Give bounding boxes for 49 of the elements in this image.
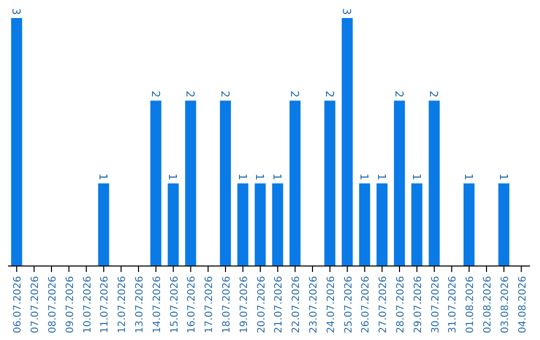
x-tick-label: 07.07.2026 [30, 276, 42, 334]
x-tick-label: 29.07.2026 [412, 276, 424, 334]
x-tick-label: 10.07.2026 [82, 276, 94, 334]
x-tick-label: 28.07.2026 [396, 276, 406, 334]
x-tick-label: 08.07.2026 [48, 276, 58, 334]
x-tick-label: 04.08.2026 [517, 276, 528, 334]
data-label: 1 [375, 173, 388, 180]
x-tick-label: 15.07.2026 [169, 276, 180, 334]
x-tick-label: 14.07.2026 [152, 276, 163, 334]
data-label: 2 [427, 90, 440, 98]
x-tick-label: 12.07.2026 [117, 276, 128, 334]
x-tick-label: 03.08.2026 [500, 276, 511, 334]
x-tick-label: 19.07.2026 [238, 276, 250, 334]
data-label: 2 [148, 90, 162, 98]
data-label: 2 [288, 90, 302, 98]
data-label: 2 [218, 90, 232, 98]
data-label: 1 [270, 173, 284, 180]
x-tick-label: 22.07.2026 [291, 276, 302, 334]
data-label: 2 [392, 90, 406, 98]
data-label: 1 [462, 173, 476, 180]
x-tick-label: 25.07.2026 [343, 276, 354, 334]
x-tick-label: 17.07.2026 [204, 276, 216, 334]
x-tick-label: 27.07.2026 [378, 276, 390, 334]
x-tick-label: 02.08.2026 [482, 276, 494, 334]
data-label: 1 [96, 173, 110, 180]
data-label: 1 [166, 173, 180, 180]
x-tick-label: 16.07.2026 [186, 276, 198, 334]
x-tick-label: 01.08.2026 [465, 276, 476, 334]
x-tick-label: 21.07.2026 [274, 276, 285, 334]
x-tick-label: 11.07.2026 [100, 276, 111, 334]
x-tick-label: 24.07.2026 [326, 276, 337, 334]
x-tick-label: 20.07.2026 [256, 276, 268, 334]
data-label: 1 [410, 173, 423, 180]
x-tick-label: 18.07.2026 [222, 276, 232, 334]
x-tick-label: 30.07.2026 [430, 276, 442, 334]
x-tick-label: 23.07.2026 [308, 276, 320, 334]
x-tick-label: 26.07.2026 [360, 276, 372, 334]
x-tick-label: 31.07.2026 [448, 276, 459, 334]
x-tick-label: 06.07.2026 [12, 276, 24, 334]
data-label: 3 [10, 8, 23, 15]
data-label: 1 [496, 173, 510, 180]
x-tick-label: 09.07.2026 [64, 276, 76, 334]
data-label: 1 [358, 173, 371, 180]
x-tick-label: 13.07.2026 [134, 276, 146, 334]
data-label: 3 [340, 8, 354, 15]
data-label: 1 [253, 173, 266, 180]
data-label: 2 [184, 90, 197, 98]
data-label: 1 [236, 173, 249, 180]
data-label: 2 [322, 90, 336, 98]
